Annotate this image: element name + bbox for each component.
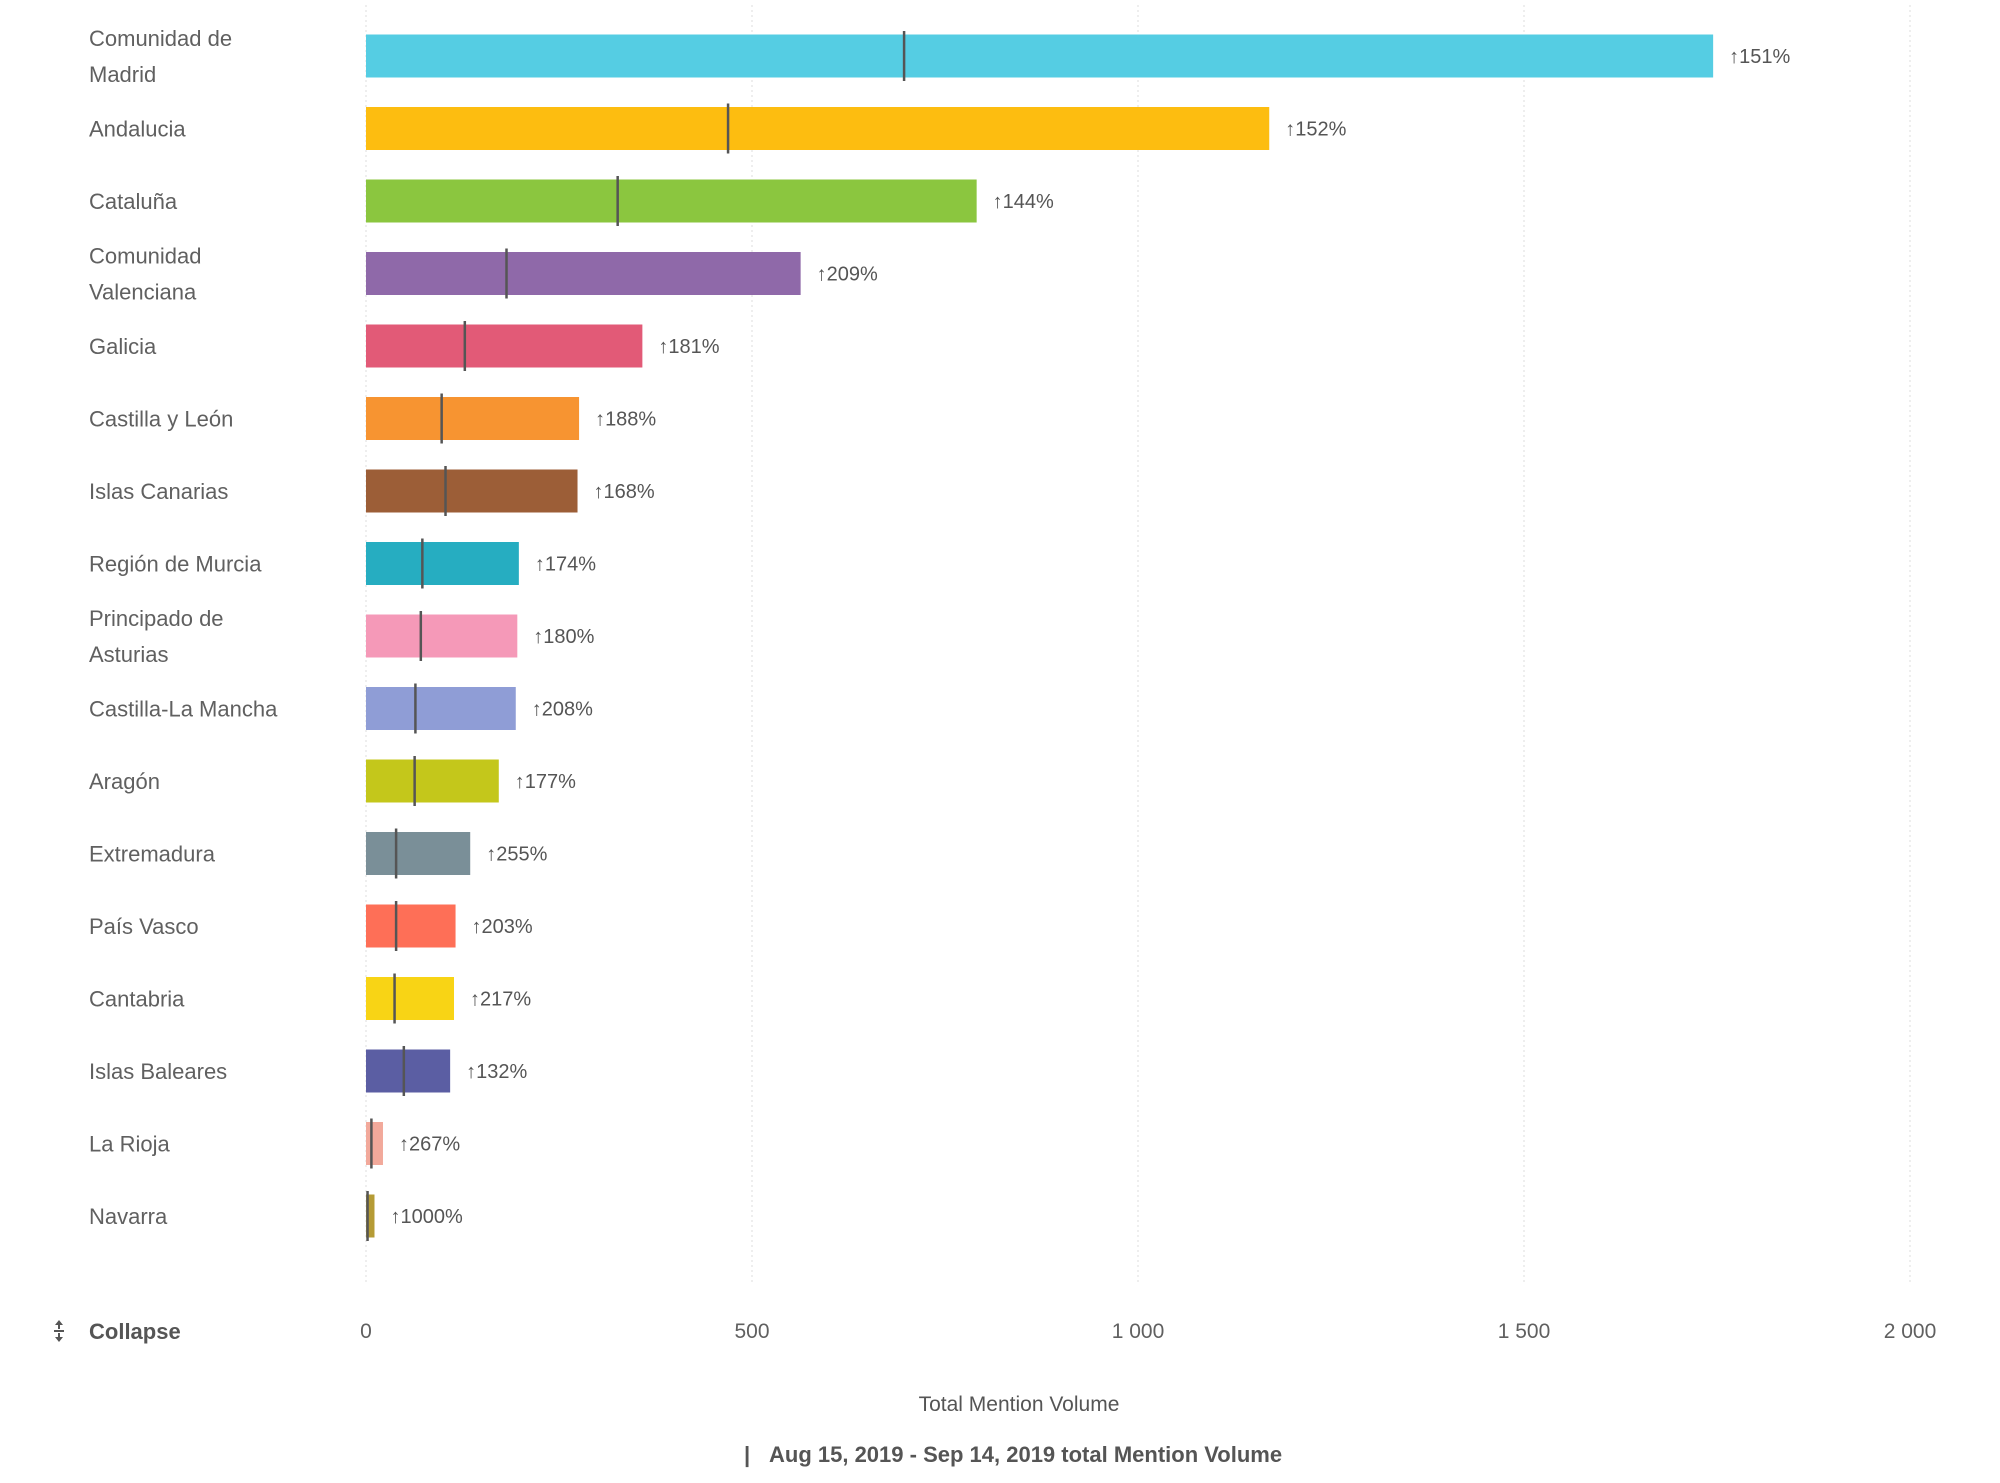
- change-label: ↑132%: [466, 1061, 527, 1083]
- category-label: Comunidad de Madrid: [89, 26, 232, 87]
- bar[interactable]: [366, 542, 519, 585]
- change-label: ↑267%: [399, 1134, 460, 1156]
- bar[interactable]: [366, 759, 499, 803]
- change-label: ↑217%: [470, 989, 531, 1011]
- bar[interactable]: [366, 832, 471, 875]
- bar[interactable]: [366, 34, 1714, 78]
- change-label: ↑209%: [817, 264, 878, 286]
- x-tick-label: 2 000: [1884, 1320, 1937, 1343]
- change-label: ↑188%: [595, 409, 656, 431]
- x-tick-label: 1 500: [1498, 1320, 1551, 1343]
- x-tick-labels: 0 500 1 000 1 500 2 000: [360, 1320, 1936, 1343]
- change-label: ↑208%: [532, 699, 593, 721]
- change-label: ↑152%: [1285, 119, 1346, 141]
- bar[interactable]: [366, 977, 455, 1020]
- legend-text: Aug 15, 2019 - Sep 14, 2019 total Mentio…: [769, 1442, 1282, 1467]
- category-label: Principado de Asturias: [89, 606, 224, 667]
- category-label: Castilla-La Mancha: [89, 697, 278, 722]
- change-label: ↑151%: [1729, 46, 1790, 68]
- category-label: Galicia: [89, 334, 157, 359]
- legend-marker: |: [744, 1442, 750, 1467]
- category-label: Región de Murcia: [89, 552, 262, 577]
- bar[interactable]: [366, 469, 578, 513]
- bar[interactable]: [366, 687, 516, 730]
- x-axis-title: Total Mention Volume: [919, 1393, 1120, 1416]
- bar[interactable]: [366, 252, 801, 295]
- x-tick-label: 0: [360, 1320, 372, 1343]
- category-label: Cataluña: [89, 189, 178, 214]
- collapse-label: Collapse: [89, 1319, 181, 1344]
- bar[interactable]: [366, 904, 456, 948]
- category-label: Aragón: [89, 769, 160, 794]
- change-label: ↑203%: [472, 916, 533, 938]
- bars-group: ↑151% ↑152% ↑144% ↑209% ↑181% ↑188% ↑168% ↑174%…: [366, 31, 1791, 1241]
- category-label: Cantabria: [89, 987, 185, 1012]
- bar[interactable]: [366, 1194, 375, 1238]
- category-label: Navarra: [89, 1204, 168, 1229]
- collapse-icon: [54, 1320, 64, 1342]
- category-label: Andalucia: [89, 117, 186, 142]
- change-label: ↑168%: [594, 481, 655, 503]
- x-tick-label: 1 000: [1112, 1320, 1165, 1343]
- category-label: País Vasco: [89, 914, 199, 939]
- category-label: La Rioja: [89, 1132, 170, 1157]
- bar[interactable]: [366, 1122, 383, 1165]
- category-label: Islas Canarias: [89, 479, 228, 504]
- change-label: ↑180%: [533, 626, 594, 648]
- collapse-button[interactable]: Collapse: [54, 1319, 181, 1344]
- category-label: Extremadura: [89, 842, 216, 867]
- change-label: ↑1000%: [390, 1206, 462, 1228]
- x-tick-label: 500: [734, 1320, 769, 1343]
- bar[interactable]: [366, 179, 977, 223]
- change-label: ↑181%: [658, 336, 719, 358]
- change-label: ↑177%: [515, 771, 576, 793]
- change-label: ↑144%: [993, 191, 1054, 213]
- bar[interactable]: [366, 324, 643, 368]
- bar[interactable]: [366, 614, 518, 658]
- bar[interactable]: [366, 397, 580, 440]
- legend: | Aug 15, 2019 - Sep 14, 2019 total Ment…: [744, 1442, 1282, 1467]
- category-label: Islas Baleares: [89, 1059, 227, 1084]
- change-label: ↑174%: [535, 554, 596, 576]
- category-label: Comunidad Valenciana: [89, 244, 202, 305]
- bar[interactable]: [366, 107, 1270, 150]
- category-label: Castilla y León: [89, 407, 233, 432]
- bar[interactable]: [366, 1049, 451, 1093]
- change-label: ↑255%: [486, 844, 547, 866]
- category-labels: Comunidad de Madrid Andalucia Cataluña Comun…: [89, 26, 278, 1229]
